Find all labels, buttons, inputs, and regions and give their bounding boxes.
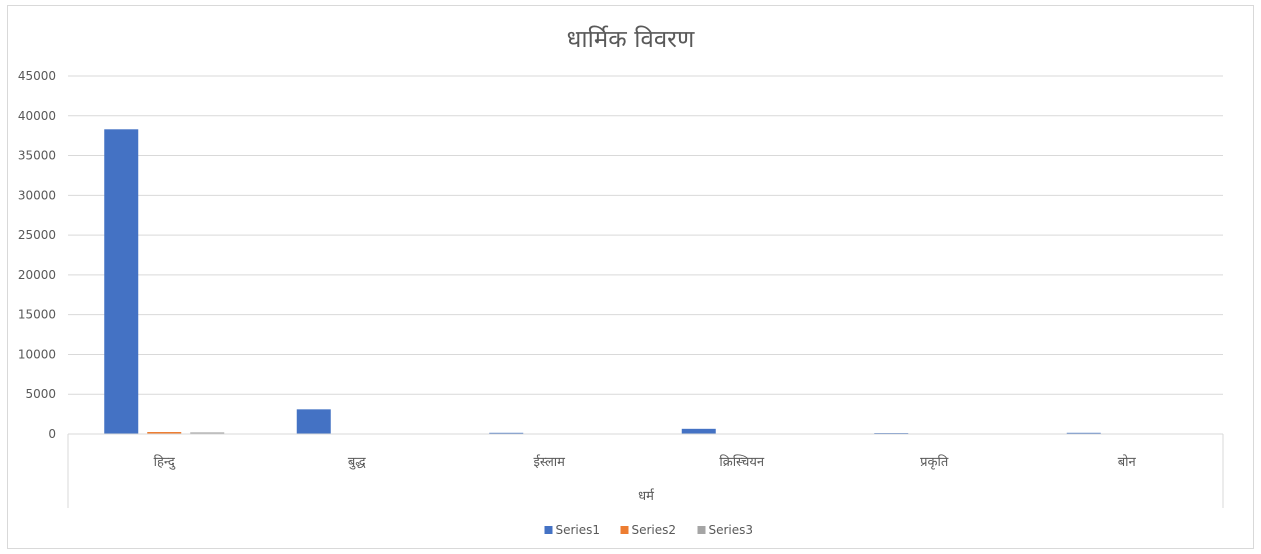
x-category-label: बुद्ध [348,455,366,470]
y-tick-label: 10000 [18,347,56,361]
y-tick-label: 40000 [18,109,56,123]
legend-swatch-series3 [697,526,706,534]
gridlines [68,75,1223,395]
legend-swatch-series2 [620,526,629,534]
bar-series1-2 [489,432,524,434]
y-tick-label: 5000 [25,387,56,401]
y-tick-label: 0 [48,427,56,441]
x-category-label: ईस्लाम [534,454,566,470]
bars [104,129,1101,434]
y-axis-ticks: 0 5000 10000 15000 20000 25000 30000 35000 40000… [18,69,56,441]
bar-series1-5 [1066,432,1101,434]
y-tick-label: 15000 [18,308,56,322]
x-category-label: क्रिस्चियन [719,454,765,470]
y-tick-label: 25000 [18,228,56,242]
chart-title: धार्मिक विवरण [566,25,695,53]
x-category-label: बोन [1118,454,1137,470]
chart-area [7,5,1254,549]
bar-series3-0 [190,432,225,434]
y-tick-label: 35000 [18,149,56,163]
legend-label: Series1 [556,523,601,537]
x-axis [67,433,1224,508]
x-category-label: प्रकृति [920,454,949,470]
bar-series2-0 [147,432,182,434]
legend: Series1 Series2 Series3 [544,523,754,537]
bar-series1-3 [681,428,716,434]
legend-label: Series2 [632,523,677,537]
legend-label: Series3 [709,523,754,537]
legend-swatch-series1 [544,526,553,534]
y-tick-label: 45000 [18,69,56,83]
y-tick-label: 20000 [18,268,56,282]
bar-series1-0 [104,129,139,434]
x-category-label: हिन्दु [154,454,176,470]
bar-series1-1 [296,409,331,434]
x-axis-categories: हिन्दु बुद्ध ईस्लाम क्रिस्चियन प्रकृति बोन [154,454,1137,470]
x-axis-title: धर्म [638,488,655,504]
y-tick-label: 30000 [18,188,56,202]
